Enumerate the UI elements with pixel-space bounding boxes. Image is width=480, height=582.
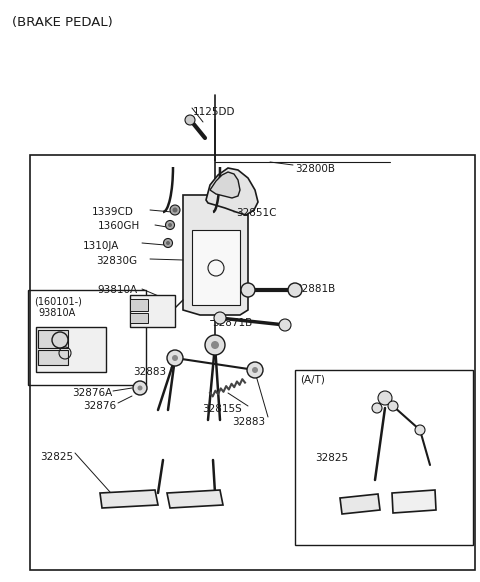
Circle shape — [170, 205, 180, 215]
Circle shape — [211, 341, 219, 349]
Circle shape — [252, 367, 258, 373]
Text: 32825: 32825 — [40, 452, 73, 462]
Circle shape — [205, 335, 225, 355]
Bar — [38, 330, 68, 348]
Bar — [295, 370, 473, 545]
Text: 1310JA: 1310JA — [83, 241, 120, 251]
Circle shape — [172, 355, 178, 361]
Circle shape — [279, 319, 291, 331]
Text: 1125DD: 1125DD — [193, 107, 236, 117]
Text: 32830G: 32830G — [96, 256, 137, 266]
Circle shape — [372, 403, 382, 413]
Circle shape — [137, 385, 143, 391]
Bar — [130, 299, 148, 311]
Text: 32883: 32883 — [133, 367, 166, 377]
Text: (A/T): (A/T) — [300, 375, 325, 385]
Polygon shape — [100, 490, 158, 508]
Circle shape — [133, 381, 147, 395]
Text: 32825: 32825 — [315, 453, 348, 463]
Circle shape — [166, 221, 175, 229]
Text: (BRAKE PEDAL): (BRAKE PEDAL) — [12, 16, 113, 29]
Text: 32881B: 32881B — [295, 284, 335, 294]
Text: 32876A: 32876A — [72, 388, 112, 398]
Circle shape — [388, 401, 398, 411]
Text: 1339CD: 1339CD — [92, 207, 134, 217]
Polygon shape — [183, 195, 248, 315]
Circle shape — [168, 223, 172, 227]
Circle shape — [214, 312, 226, 324]
Circle shape — [164, 239, 172, 247]
Polygon shape — [192, 230, 240, 305]
Polygon shape — [167, 490, 223, 508]
Text: 1360GH: 1360GH — [98, 221, 140, 231]
Text: 93810A: 93810A — [38, 308, 75, 318]
Polygon shape — [340, 494, 380, 514]
Polygon shape — [210, 172, 240, 198]
Text: 32883: 32883 — [232, 417, 265, 427]
Bar — [30, 155, 475, 570]
Polygon shape — [392, 490, 436, 513]
Text: 93810A: 93810A — [97, 285, 137, 295]
Circle shape — [378, 391, 392, 405]
Text: 32815S: 32815S — [202, 404, 242, 414]
Circle shape — [172, 208, 178, 212]
Circle shape — [185, 115, 195, 125]
Polygon shape — [206, 168, 258, 215]
Bar — [36, 327, 106, 372]
Text: 32800B: 32800B — [295, 164, 335, 174]
Text: 32851C: 32851C — [236, 208, 276, 218]
Text: 32871B: 32871B — [212, 318, 252, 328]
Text: 32876: 32876 — [83, 401, 116, 411]
Circle shape — [166, 241, 170, 245]
Bar — [28, 290, 146, 385]
Text: (160101-): (160101-) — [34, 296, 82, 306]
Circle shape — [167, 350, 183, 366]
Circle shape — [241, 283, 255, 297]
Circle shape — [415, 425, 425, 435]
Bar — [130, 295, 175, 327]
Bar — [38, 350, 68, 365]
Circle shape — [288, 283, 302, 297]
Circle shape — [247, 362, 263, 378]
Bar — [130, 313, 148, 323]
